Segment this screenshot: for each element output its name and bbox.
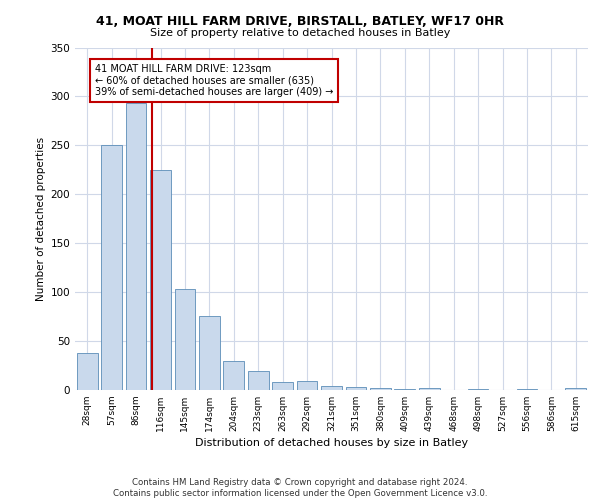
Bar bbox=[517, 389, 538, 390]
Y-axis label: Number of detached properties: Number of detached properties bbox=[36, 136, 46, 301]
Bar bbox=[199, 316, 220, 390]
Bar bbox=[272, 382, 293, 390]
Bar bbox=[175, 289, 196, 390]
Bar bbox=[346, 387, 367, 390]
Text: 41 MOAT HILL FARM DRIVE: 123sqm
← 60% of detached houses are smaller (635)
39% o: 41 MOAT HILL FARM DRIVE: 123sqm ← 60% of… bbox=[95, 64, 333, 98]
Bar bbox=[248, 372, 269, 390]
Bar bbox=[77, 353, 98, 390]
Bar bbox=[296, 381, 317, 390]
Bar bbox=[467, 389, 488, 390]
Bar bbox=[394, 389, 415, 390]
Bar bbox=[223, 360, 244, 390]
Bar bbox=[321, 386, 342, 390]
Bar bbox=[125, 104, 146, 390]
Bar bbox=[565, 388, 586, 390]
Text: 41, MOAT HILL FARM DRIVE, BIRSTALL, BATLEY, WF17 0HR: 41, MOAT HILL FARM DRIVE, BIRSTALL, BATL… bbox=[96, 15, 504, 28]
Bar bbox=[370, 388, 391, 390]
Text: Size of property relative to detached houses in Batley: Size of property relative to detached ho… bbox=[150, 28, 450, 38]
Text: Contains HM Land Registry data © Crown copyright and database right 2024.
Contai: Contains HM Land Registry data © Crown c… bbox=[113, 478, 487, 498]
Bar bbox=[419, 388, 440, 390]
Bar bbox=[101, 146, 122, 390]
X-axis label: Distribution of detached houses by size in Batley: Distribution of detached houses by size … bbox=[195, 438, 468, 448]
Bar bbox=[150, 170, 171, 390]
